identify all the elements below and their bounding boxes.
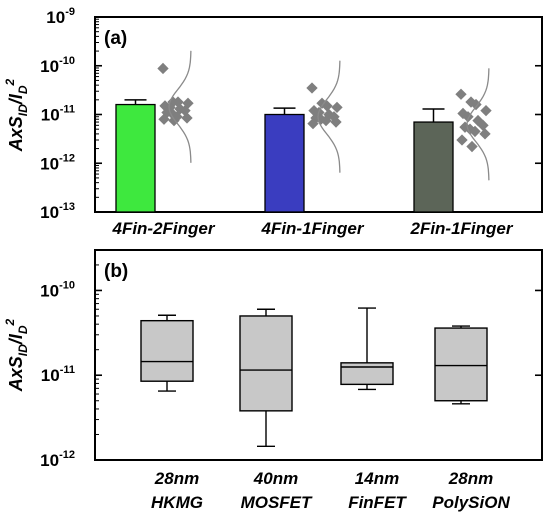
x-tick-label-b-0-line2: HKMG: [151, 493, 203, 512]
box-0: [140, 319, 194, 382]
y-tick-label-a-0: 10-9: [46, 6, 75, 27]
data-point: [480, 104, 492, 117]
distribution-curve-0: [168, 50, 192, 163]
panel-label-b: (b): [104, 261, 128, 282]
y-axis-label-a: AxSID/ID2: [3, 78, 30, 152]
data-point: [331, 101, 343, 114]
x-tick-label-a-0: 4Fin-2Finger: [111, 219, 215, 238]
y-tick-label-a-3: 10-12: [40, 152, 75, 173]
x-tick-label-b-1-line2: MOSFET: [241, 493, 313, 512]
x-tick-label-b-1-line1: 40nm: [253, 469, 298, 488]
y-tick-label-a-4: 10-13: [40, 201, 75, 222]
data-point: [306, 82, 318, 94]
y-tick-label-a-1: 10-10: [40, 55, 75, 76]
x-tick-label-b-3-line2: PolySiON: [432, 493, 510, 512]
box-2: [340, 362, 394, 386]
data-point: [466, 140, 478, 153]
bar-1: [264, 113, 305, 213]
y-tick-label-b-0: 10-10: [40, 279, 75, 300]
x-tick-label-b-2-line2: FinFET: [348, 493, 407, 512]
x-tick-label-a-2: 2Fin-1Finger: [409, 219, 513, 238]
y-tick-label-b-1: 10-11: [41, 364, 75, 385]
plot-frame-b: [94, 249, 543, 461]
panel-a: (a) AxSID/ID2 10-9 10-10 10-11 10-12 10-13 4Fin…: [3, 6, 543, 238]
box-3: [434, 327, 488, 402]
bar-0: [115, 103, 156, 213]
data-point: [456, 134, 468, 146]
data-point: [455, 88, 467, 100]
bar-2: [413, 121, 454, 213]
data-point: [479, 128, 491, 140]
x-tick-label-a-1: 4Fin-1Finger: [260, 219, 364, 238]
panel-b: (b) AxSID/ID2 10-10 10-11 10-12 28nm HKMG 40nm M…: [3, 249, 543, 512]
data-point: [157, 62, 169, 75]
y-axis-label-b: AxSID/ID2: [3, 318, 30, 392]
data-point: [469, 125, 481, 138]
x-tick-label-b-3-line1: 28nm: [448, 469, 493, 488]
box-1: [239, 315, 293, 412]
distribution-curve-2: [466, 68, 490, 181]
y-tick-label-b-2: 10-12: [40, 449, 75, 470]
x-tick-label-b-2-line1: 14nm: [355, 469, 399, 488]
x-tick-label-b-0-line1: 28nm: [154, 469, 199, 488]
distribution-curve-1: [317, 60, 341, 173]
panel-label-a: (a): [104, 28, 127, 49]
y-tick-label-a-2: 10-11: [41, 104, 75, 125]
